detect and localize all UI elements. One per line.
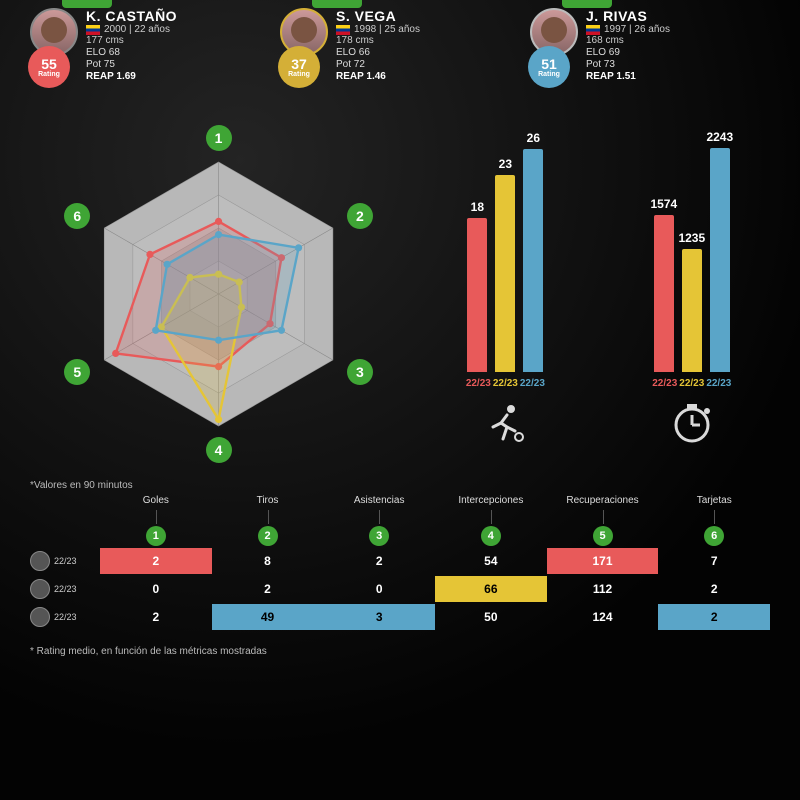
bar-value-label: 18 (471, 200, 484, 214)
table-cell: 2 (658, 576, 770, 602)
player-meta: 2000 | 22 años (86, 24, 270, 35)
player-meta: 1998 | 25 años (336, 24, 520, 35)
clock-icon (614, 401, 770, 455)
table-cell: 2 (212, 576, 324, 602)
player-name: J. RIVAS (586, 8, 770, 24)
table-cell: 8 (212, 548, 324, 574)
radar-axis-badge: 1 (206, 125, 232, 151)
column-header: Intercepciones (435, 495, 547, 524)
bar-value-label: 26 (527, 131, 540, 145)
radar-axis-badge: 2 (347, 203, 373, 229)
table-cell: 0 (323, 576, 435, 602)
table-cell: 50 (435, 604, 547, 630)
bar-value-label: 23 (499, 157, 512, 171)
player-card-1: 55 Rating K. CASTAÑO 2000 | 22 años 177 … (30, 8, 270, 82)
table-cell: 0 (100, 576, 212, 602)
table-cell: 2 (100, 548, 212, 574)
radar-axis-badge: 6 (64, 203, 90, 229)
table-cell: 171 (547, 548, 659, 574)
bar: 1235 (682, 249, 702, 373)
column-header: Goles (100, 495, 212, 524)
season-label: 22/23 (54, 612, 77, 622)
bar-season-labels: 22/2322/2322/23 (427, 378, 583, 389)
bar-value-label: 2243 (706, 130, 733, 144)
table-row: 22/23282541717 (30, 548, 770, 574)
radar-axis-badge: 5 (64, 359, 90, 385)
column-header: Tarjetas (658, 495, 770, 524)
team-tab (312, 0, 362, 8)
radar-axis-badge: 4 (206, 437, 232, 463)
table-cell: 2 (100, 604, 212, 630)
metric-badge: 1 (146, 526, 166, 546)
table-cell: 3 (323, 604, 435, 630)
metric-badge: 4 (481, 526, 501, 546)
bar: 18 (467, 218, 487, 372)
bar: 23 (495, 175, 515, 372)
player-name: S. VEGA (336, 8, 520, 24)
bar-season-labels: 22/2322/2322/23 (614, 378, 770, 389)
player-card-2: 37 Rating S. VEGA 1998 | 25 años 178 cms… (280, 8, 520, 82)
player-name: K. CASTAÑO (86, 8, 270, 24)
table-row: 22/232493501242 (30, 604, 770, 630)
player-card-3: 51 Rating J. RIVAS 1997 | 26 años 168 cm… (530, 8, 770, 82)
mini-avatar (30, 579, 50, 599)
bar-value-label: 1574 (650, 197, 677, 211)
bar-value-label: 1235 (678, 231, 705, 245)
table-cell: 124 (547, 604, 659, 630)
bar: 26 (523, 149, 543, 372)
table-cell: 7 (658, 548, 770, 574)
badge-row: 1 2 3 4 5 6 (30, 526, 770, 546)
column-header: Asistencias (323, 495, 435, 524)
season-label: 22/23 (54, 584, 77, 594)
flag-icon (586, 25, 600, 35)
stats-table: GolesTirosAsistenciasIntercepcionesRecup… (0, 495, 800, 640)
bar: 1574 (654, 215, 674, 372)
player-header-row: 55 Rating K. CASTAÑO 2000 | 22 años 177 … (0, 0, 800, 82)
column-header: Recuperaciones (547, 495, 659, 524)
table-cell: 112 (547, 576, 659, 602)
metric-badge: 5 (593, 526, 613, 546)
bar-charts: 18232622/2322/2322/2315741235224322/2322… (427, 102, 770, 462)
rating-badge: 37 Rating (278, 46, 320, 88)
bar: 2243 (710, 148, 730, 372)
team-tab (562, 0, 612, 8)
table-header-row: GolesTirosAsistenciasIntercepcionesRecup… (30, 495, 770, 524)
player-meta: 1997 | 26 años (586, 24, 770, 35)
radar-axis-badge: 3 (347, 359, 373, 385)
table-cell: 54 (435, 548, 547, 574)
mini-avatar (30, 551, 50, 571)
table-cell: 66 (435, 576, 547, 602)
table-row: 22/23020661122 (30, 576, 770, 602)
table-cell: 2 (323, 548, 435, 574)
table-cell: 2 (658, 604, 770, 630)
metric-badge: 2 (258, 526, 278, 546)
bar-group: 18232622/2322/2322/23 (427, 132, 583, 432)
rating-badge: 55 Rating (28, 46, 70, 88)
season-label: 22/23 (54, 556, 77, 566)
metric-badge: 6 (704, 526, 724, 546)
rating-badge: 51 Rating (528, 46, 570, 88)
column-header: Tiros (212, 495, 324, 524)
mini-avatar (30, 607, 50, 627)
team-tab (62, 0, 112, 8)
metric-badge: 3 (369, 526, 389, 546)
table-cell: 49 (212, 604, 324, 630)
radar-chart: 1 2 3 4 5 6 (30, 102, 407, 462)
main-charts: 123456 18232622/2322/2322/23157412352243… (0, 82, 800, 462)
runner-icon (427, 401, 583, 455)
flag-icon (336, 25, 350, 35)
footnote-1: *Valores en 90 minutos (0, 462, 800, 495)
flag-icon (86, 25, 100, 35)
footnote-2: * Rating medio, en función de las métric… (0, 640, 800, 663)
bar-group: 1574 1235 2243 22/2322/2322/23 (614, 132, 770, 432)
